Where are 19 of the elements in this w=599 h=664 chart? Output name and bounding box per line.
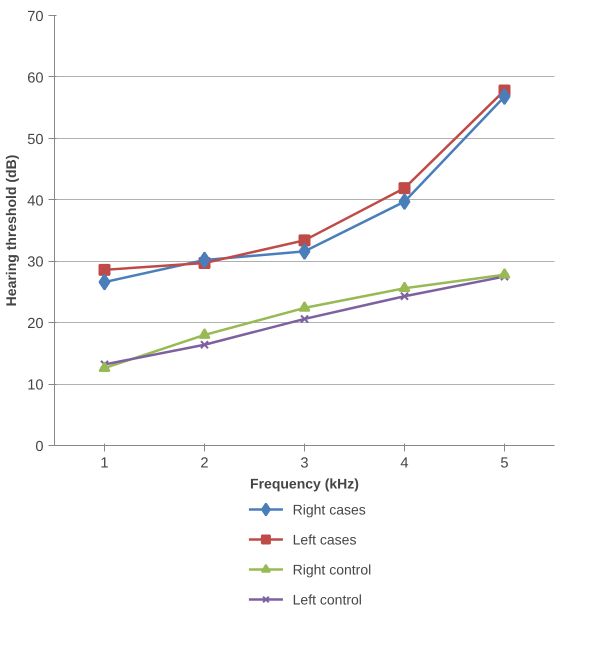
y-tick-label: 10 <box>27 378 44 394</box>
x-tick-label: 5 <box>500 456 509 472</box>
y-tick-label: 60 <box>27 70 44 86</box>
x-tick-label: 3 <box>300 456 309 472</box>
y-tick-label: 50 <box>27 132 44 148</box>
y-tick-label: 30 <box>27 254 44 271</box>
x-tick-label: 2 <box>200 456 209 472</box>
x-axis-title: Frequency (kHz) <box>250 476 359 492</box>
legend-label: Left control <box>292 592 362 608</box>
y-axis-title: Hearing threshold (dB) <box>3 154 20 306</box>
legend-label: Right control <box>292 562 372 578</box>
y-tick-label: 70 <box>27 9 44 25</box>
x-tick-label: 1 <box>100 456 109 472</box>
y-tick-label: 0 <box>35 439 44 455</box>
x-tick-label: 4 <box>400 456 409 472</box>
y-tick-label: 40 <box>27 193 44 210</box>
legend-label: Left cases <box>292 532 356 548</box>
legend-label: Right cases <box>292 502 366 518</box>
y-tick-label: 20 <box>27 316 44 332</box>
